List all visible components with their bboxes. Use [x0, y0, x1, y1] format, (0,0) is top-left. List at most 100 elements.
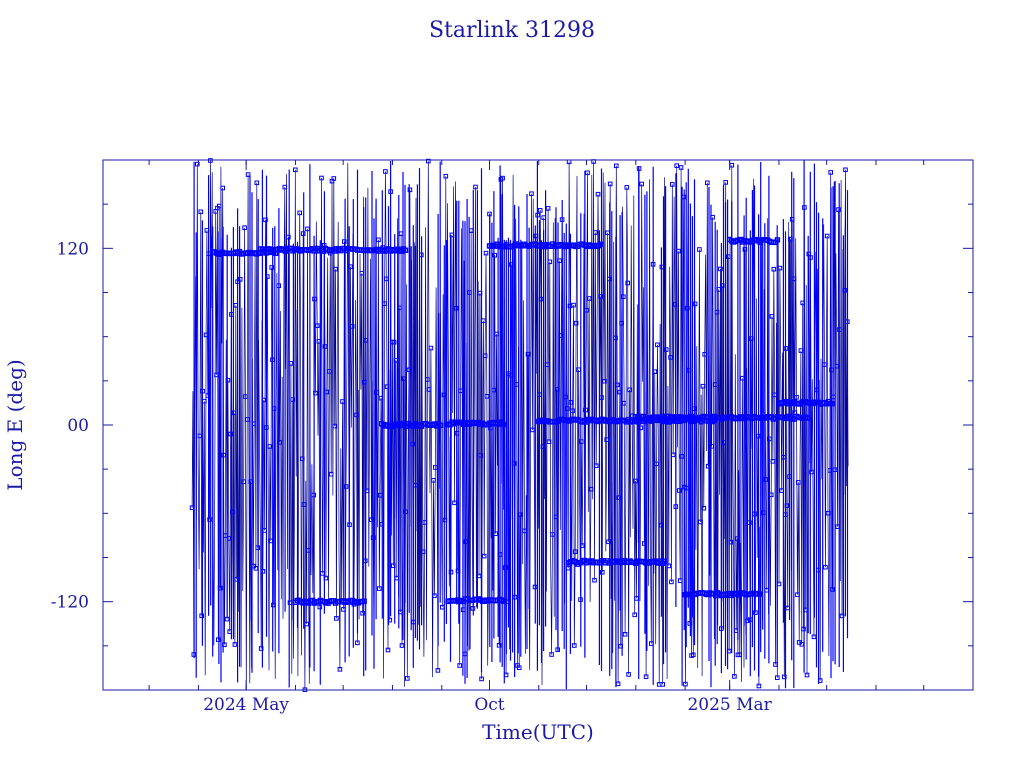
chart-title: Starlink 31298	[429, 18, 595, 43]
data-point	[625, 280, 631, 286]
data-point	[483, 250, 489, 256]
data-point	[737, 652, 743, 658]
data-point	[558, 333, 564, 338]
data-point	[691, 652, 696, 658]
data-point	[216, 203, 222, 209]
data-point	[473, 184, 478, 190]
data-point	[205, 393, 211, 398]
data-point	[435, 668, 441, 673]
data-point	[231, 410, 237, 416]
data-point	[753, 610, 758, 615]
data-point	[627, 387, 632, 393]
y-tick-label: 00	[67, 416, 89, 436]
station-track-point	[361, 598, 367, 604]
data-point	[426, 158, 431, 164]
data-point	[537, 208, 543, 213]
data-point	[836, 207, 841, 212]
data-point	[654, 461, 659, 467]
data-point	[769, 314, 775, 319]
data-point	[684, 305, 690, 311]
data-point	[354, 412, 359, 418]
data-point	[547, 259, 553, 265]
data-point	[702, 352, 708, 357]
data-point	[245, 172, 251, 177]
data-point	[244, 417, 250, 422]
data-point	[334, 616, 339, 621]
data-point	[269, 265, 274, 270]
longitude-trace	[191, 160, 849, 691]
station-track-point	[500, 421, 507, 428]
data-point	[433, 465, 438, 470]
data-point	[225, 377, 231, 383]
data-point	[624, 185, 630, 190]
data-point	[678, 165, 684, 170]
data-point	[595, 191, 601, 197]
data-point	[666, 563, 672, 569]
data-point	[391, 339, 397, 345]
data-point	[572, 643, 577, 648]
data-point	[197, 433, 203, 439]
data-point	[756, 683, 762, 689]
data-point	[549, 652, 554, 657]
axis-layer: 2024 May Oct 2025 Mar 120 00 -120	[51, 160, 974, 715]
data-point	[492, 252, 497, 258]
x-tick-label: 2024 May	[203, 695, 289, 715]
data-point	[598, 294, 603, 299]
data-point	[600, 570, 605, 575]
data-point	[355, 640, 360, 646]
data-point	[457, 663, 462, 668]
data-point	[516, 665, 522, 671]
data-point	[616, 495, 622, 500]
data-point	[314, 323, 320, 328]
data-point	[585, 170, 590, 176]
data-point	[565, 406, 570, 411]
data-point	[674, 163, 680, 168]
data-point	[230, 509, 235, 515]
data-point	[772, 392, 778, 398]
data-point	[254, 180, 260, 186]
data-point	[220, 185, 225, 191]
station-track-point	[756, 591, 763, 597]
data-point	[550, 532, 555, 537]
data-point	[669, 579, 674, 585]
x-tick-label: 2025 Mar	[687, 695, 772, 715]
data-point	[349, 324, 355, 329]
data-point	[443, 173, 449, 179]
data-point	[385, 647, 391, 653]
data-point	[199, 613, 204, 619]
data-point	[728, 539, 734, 545]
data-point	[796, 480, 801, 485]
data-point	[571, 302, 576, 308]
data-point	[428, 345, 434, 351]
data-point	[337, 667, 343, 672]
data-point	[432, 593, 437, 599]
data-point	[632, 612, 638, 618]
data-point	[525, 351, 531, 357]
data-point	[670, 182, 675, 187]
data-point	[676, 248, 681, 254]
data-point	[496, 643, 502, 648]
data-point	[588, 486, 594, 492]
data-point	[824, 233, 830, 239]
data-point	[232, 642, 238, 647]
data-point	[481, 553, 487, 559]
data-point	[207, 517, 212, 522]
data-point	[234, 577, 239, 582]
data-point	[243, 394, 248, 399]
station-track-point	[500, 598, 507, 604]
data-point	[282, 184, 288, 190]
data-point	[333, 266, 338, 272]
data-point	[700, 383, 706, 389]
data-point	[698, 519, 703, 525]
y-tick-label: 120	[57, 239, 89, 259]
data-point	[823, 564, 828, 570]
data-point	[263, 217, 268, 223]
data-point	[771, 266, 777, 272]
y-axis-label: Long E (deg)	[3, 359, 27, 490]
data-point	[484, 394, 490, 399]
data-point	[370, 535, 376, 541]
data-point	[479, 676, 484, 682]
data-point	[343, 484, 349, 489]
data-point	[663, 347, 669, 352]
